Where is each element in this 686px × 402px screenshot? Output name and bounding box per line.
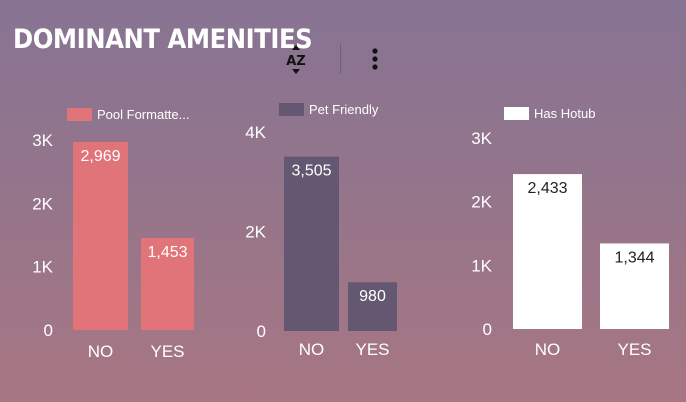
toolbar-divider (340, 44, 341, 74)
sort-alpha-icon[interactable]: AZ (284, 44, 308, 76)
x-tick-label: YES (355, 340, 389, 359)
y-tick-label: 2K (471, 193, 492, 212)
data-label: 1,453 (147, 244, 187, 261)
legend-label: Pool Formatte... (97, 107, 189, 122)
chart-pet-friendly: Pet Friendly 0 2K 4K 3,505 NO 980 YES (245, 102, 397, 359)
data-label: 2,433 (527, 180, 567, 197)
y-tick-label: 0 (257, 322, 266, 341)
x-tick-label: YES (150, 342, 184, 361)
bar-yes (348, 282, 397, 331)
y-tick-label: 3K (471, 129, 492, 148)
data-label: 2,969 (80, 148, 120, 165)
data-label: 3,505 (291, 163, 331, 180)
x-tick-label: NO (299, 340, 325, 359)
y-tick-label: 0 (483, 320, 492, 339)
x-tick-label: NO (535, 340, 561, 359)
data-label: 1,344 (614, 249, 654, 266)
legend-label: Pet Friendly (309, 102, 379, 117)
chart-pool: Pool Formatte... 0 1K 2K 3K 2,969 NO 1,453 YES (32, 107, 194, 361)
x-tick-label: NO (88, 342, 114, 361)
bar-no (513, 174, 582, 329)
bar-no (284, 156, 339, 331)
sort-label: AZ (286, 54, 306, 69)
bar-yes (600, 243, 669, 329)
y-tick-label: 3K (32, 131, 53, 150)
bar-yes (141, 237, 194, 330)
legend-swatch (504, 107, 529, 120)
data-label: 980 (359, 288, 386, 305)
bar-no (73, 141, 128, 330)
y-tick-label: 2K (32, 194, 53, 213)
x-tick-label: YES (617, 340, 651, 359)
legend-swatch (279, 103, 304, 116)
more-vertical-icon[interactable] (370, 47, 380, 71)
y-tick-label: 1K (471, 256, 492, 275)
legend-label: Has Hotub (534, 106, 595, 121)
y-tick-label: 0 (44, 321, 53, 340)
y-tick-label: 1K (32, 258, 53, 277)
y-tick-label: 4K (245, 123, 266, 142)
legend-swatch (67, 108, 92, 121)
y-tick-label: 2K (245, 223, 266, 242)
page-title: DOMINANT AMENITIES (13, 24, 313, 55)
